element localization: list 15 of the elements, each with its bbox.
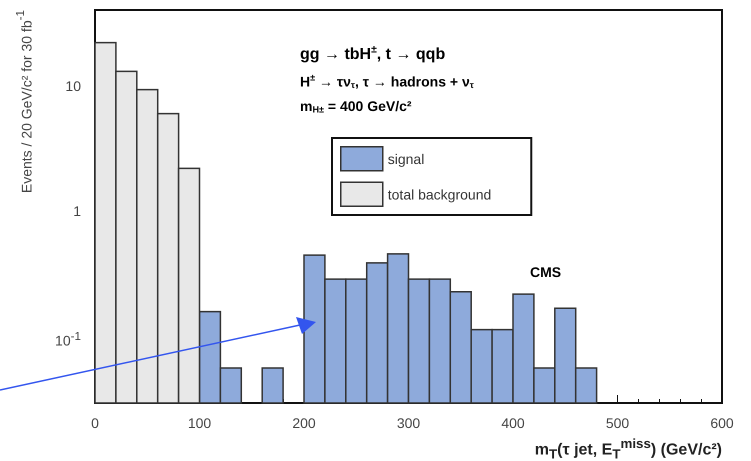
y-tick-label: 10 [65, 76, 81, 95]
y-tick-label: 1 [73, 202, 81, 220]
x-axis-title: m$_{T}$(τ jet, E$_{T}$$^{miss}$) (GeV/c²) [534, 435, 722, 461]
x-tick-label: 300 [396, 415, 420, 431]
x-tick-label: 100 [188, 415, 212, 431]
x-tick-label: 200 [292, 415, 316, 431]
x-tick-label: 600 [710, 415, 734, 431]
legend-label: total background [388, 186, 492, 202]
x-tick-label: 500 [606, 415, 630, 431]
x-tick-label: 0 [91, 415, 100, 431]
y-tick-label: 10$^{-1}$ [55, 329, 81, 350]
annotation: gg → tbH±, t → qqb [300, 44, 446, 63]
legend-label: signal [388, 150, 424, 167]
x-tick-label: 400 [501, 415, 525, 431]
annotation: CMS [530, 264, 562, 280]
